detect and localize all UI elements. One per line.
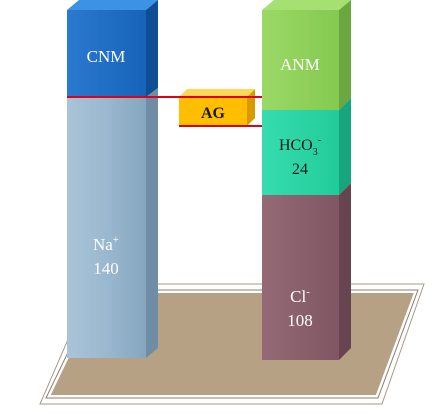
na-segment: [67, 97, 146, 358]
na-side-face: [146, 88, 158, 358]
anion-gap-box: [179, 89, 255, 126]
na-value-label: 140: [93, 259, 119, 278]
cnm-segment: [67, 10, 146, 97]
anm-label: ANM: [280, 55, 320, 74]
hco3-ion-label: HCO3-: [279, 135, 321, 158]
anm-segment: [262, 10, 339, 110]
right-column: [262, 0, 351, 360]
ag-front-face: [179, 97, 247, 126]
hco3-segment: [262, 110, 339, 195]
cnm-label: CNM: [87, 47, 126, 66]
cl-ion-label: Cl-: [290, 286, 310, 306]
cl-side-face: [339, 183, 351, 360]
ag-top-face: [179, 89, 255, 97]
cl-segment: [262, 195, 339, 360]
na-ion-label: Na+: [93, 234, 119, 254]
cnm-side-face: [146, 0, 158, 97]
hco3-value-label: 24: [292, 161, 308, 178]
anm-side-face: [339, 0, 351, 110]
left-column: [67, 0, 158, 358]
cl-value-label: 108: [287, 311, 313, 330]
right-column-top-face: [262, 0, 351, 10]
ag-label: AG: [201, 105, 226, 122]
left-column-top-face: [67, 0, 158, 10]
ag-side-face: [247, 89, 255, 126]
hco3-side-face: [339, 98, 351, 195]
